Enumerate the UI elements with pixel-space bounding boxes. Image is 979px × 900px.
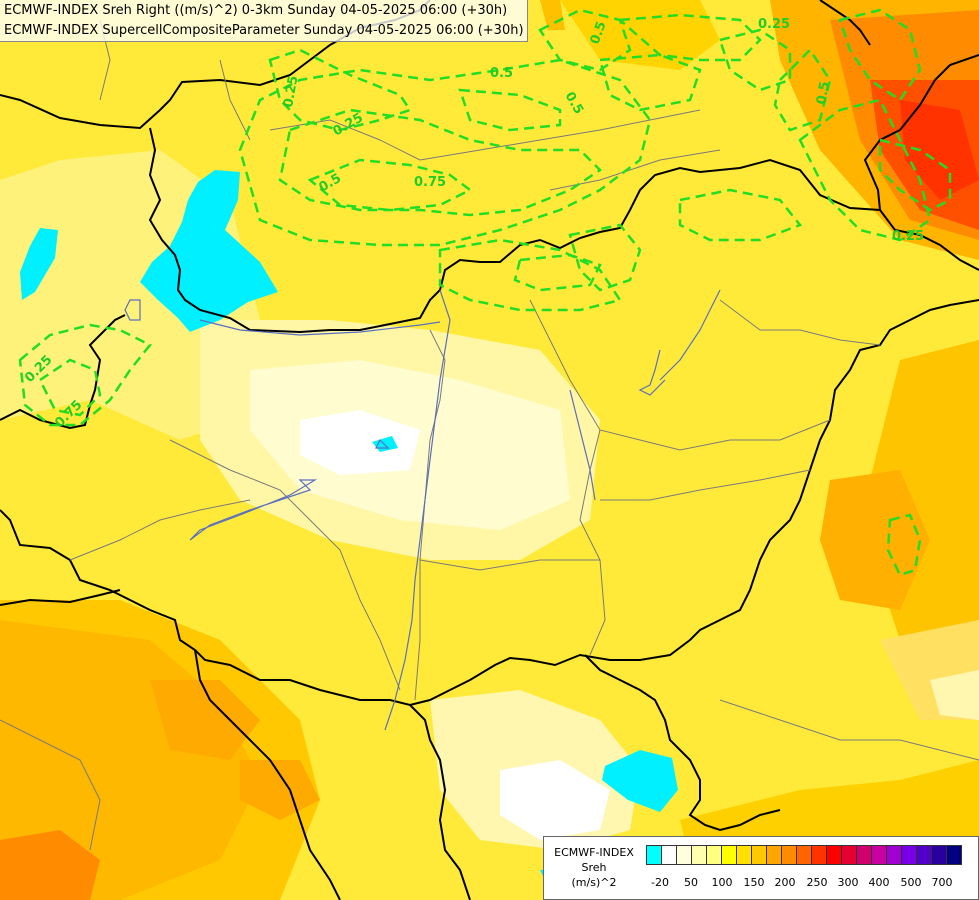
color-legend: ECMWF-INDEX Sreh (m/s)^2 -20 50 100 150 200 2… — [543, 836, 979, 900]
legend-swatch — [916, 845, 932, 865]
legend-ticks: -20 50 100 150 200 250 300 400 500 700 — [646, 876, 976, 892]
contour-label: 0.5 — [490, 66, 513, 81]
contour-label: 0.5 — [588, 20, 610, 47]
title-line-sreh: ECMWF-INDEX Sreh Right ((m/s)^2) 0-3km S… — [4, 3, 508, 18]
legend-tick-label: 400 — [868, 876, 890, 889]
contour-label: 0.25 — [892, 229, 924, 244]
contour-label: 0.5 — [814, 80, 833, 105]
legend-swatch — [736, 845, 752, 865]
legend-swatch — [751, 845, 767, 865]
legend-swatch — [661, 845, 677, 865]
legend-swatch — [721, 845, 737, 865]
scp-contours — [18, 8, 952, 577]
legend-swatch — [646, 845, 662, 865]
legend-swatch — [856, 845, 872, 865]
legend-swatch — [781, 845, 797, 865]
legend-tick-label: 250 — [806, 876, 828, 889]
legend-parameter: Sreh — [581, 861, 607, 874]
legend-swatch — [691, 845, 707, 865]
legend-tick-label: 100 — [711, 876, 733, 889]
legend-swatch — [901, 845, 917, 865]
legend-swatches — [646, 845, 962, 865]
map-title: ECMWF-INDEX Sreh Right ((m/s)^2) 0-3km S… — [0, 0, 528, 42]
legend-model: ECMWF-INDEX — [554, 846, 634, 859]
legend-tick-label: 500 — [900, 876, 922, 889]
legend-swatch — [676, 845, 692, 865]
contour-label: 0.25 — [758, 17, 790, 32]
legend-swatch — [946, 845, 962, 865]
legend-swatch — [886, 845, 902, 865]
legend-swatch — [826, 845, 842, 865]
title-line-scp: ECMWF-INDEX SupercellCompositeParameter … — [4, 23, 524, 38]
legend-swatch — [841, 845, 857, 865]
legend-tick-label: 300 — [837, 876, 859, 889]
legend-title: ECMWF-INDEX Sreh (m/s)^2 — [544, 845, 644, 890]
legend-tick-label: 150 — [743, 876, 765, 889]
legend-swatch — [931, 845, 947, 865]
contour-label: 0.75 — [414, 175, 446, 190]
legend-swatch — [811, 845, 827, 865]
legend-unit: (m/s)^2 — [571, 876, 617, 889]
legend-tick-label: -20 — [651, 876, 669, 889]
contour-label: 0.25 — [281, 74, 301, 108]
legend-tick-label: 50 — [684, 876, 698, 889]
negative-sreh-areas — [20, 170, 678, 880]
legend-swatch — [706, 845, 722, 865]
legend-swatch — [871, 845, 887, 865]
legend-tick-label: 200 — [774, 876, 796, 889]
rivers — [124, 289, 721, 731]
legend-swatch — [796, 845, 812, 865]
legend-swatch — [766, 845, 782, 865]
legend-tick-label: 700 — [931, 876, 953, 889]
